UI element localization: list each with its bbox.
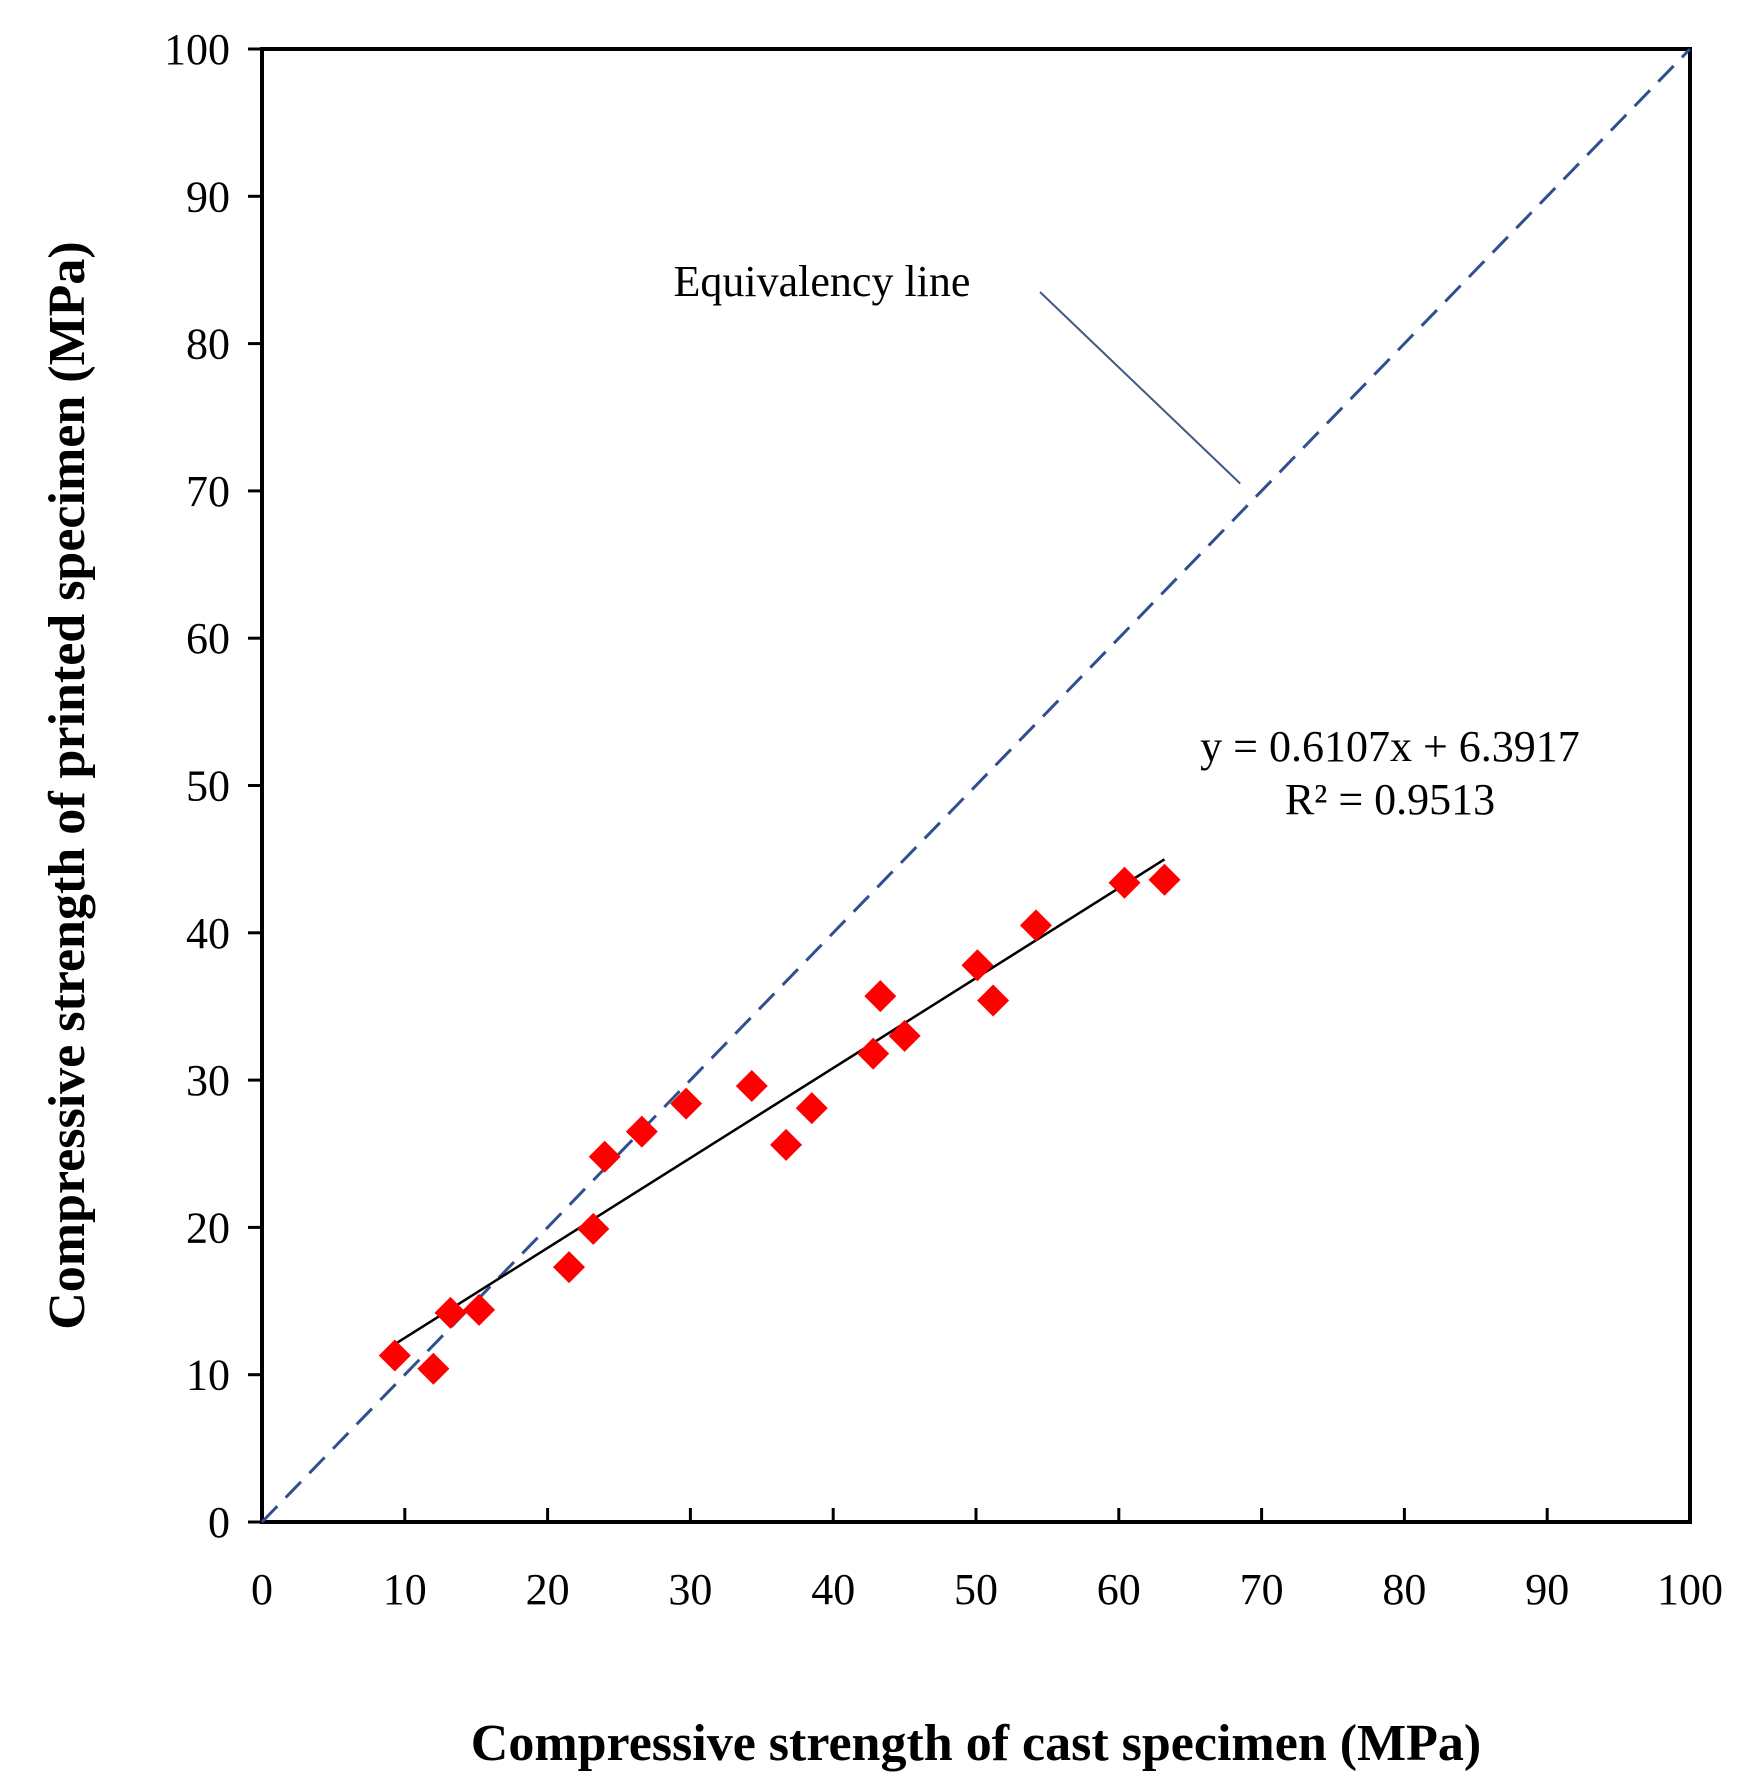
data-point bbox=[417, 1352, 450, 1385]
data-point bbox=[553, 1251, 586, 1284]
y-axis-tick-labels: 0 10 20 30 40 50 60 70 80 90 100 bbox=[164, 25, 230, 1547]
data-point bbox=[735, 1069, 768, 1102]
y-tick-label: 80 bbox=[186, 320, 230, 369]
y-axis-title: Compressive strength of printed specimen… bbox=[39, 241, 96, 1330]
data-point bbox=[670, 1087, 703, 1120]
data-point bbox=[770, 1128, 803, 1161]
data-point bbox=[795, 1092, 828, 1125]
y-tick-label: 90 bbox=[186, 172, 230, 221]
data-point bbox=[588, 1140, 621, 1173]
x-tick-label: 90 bbox=[1525, 1565, 1569, 1614]
x-tick-label: 30 bbox=[668, 1565, 712, 1614]
y-tick-label: 50 bbox=[186, 762, 230, 811]
x-tick-label: 50 bbox=[954, 1565, 998, 1614]
y-tick-label: 0 bbox=[208, 1498, 230, 1547]
y-tick-label: 60 bbox=[186, 614, 230, 663]
data-point bbox=[888, 1019, 921, 1052]
data-point bbox=[1148, 863, 1181, 896]
trendline-r-squared: R² = 0.9513 bbox=[1285, 775, 1495, 824]
data-point bbox=[577, 1212, 610, 1245]
data-point bbox=[434, 1296, 467, 1329]
x-tick-label: 20 bbox=[526, 1565, 570, 1614]
data-point bbox=[1019, 909, 1052, 942]
y-tick-label: 30 bbox=[186, 1056, 230, 1105]
y-tick-label: 10 bbox=[186, 1351, 230, 1400]
x-tick-label: 100 bbox=[1657, 1565, 1723, 1614]
data-point bbox=[1108, 866, 1141, 899]
y-tick-label: 70 bbox=[186, 467, 230, 516]
data-point bbox=[463, 1293, 496, 1326]
x-axis-title: Compressive strength of cast specimen (M… bbox=[471, 1715, 1481, 1772]
y-tick-label: 20 bbox=[186, 1203, 230, 1252]
x-axis-ticks bbox=[260, 1508, 1692, 1522]
data-points bbox=[378, 863, 1181, 1385]
data-point bbox=[857, 1037, 890, 1070]
data-point bbox=[864, 980, 897, 1013]
equivalency-line-label: Equivalency line bbox=[674, 257, 971, 306]
data-point bbox=[977, 984, 1010, 1017]
data-point bbox=[961, 949, 994, 982]
x-tick-label: 60 bbox=[1097, 1565, 1141, 1614]
x-tick-label: 10 bbox=[383, 1565, 427, 1614]
x-tick-label: 70 bbox=[1240, 1565, 1284, 1614]
equivalency-label-pointer bbox=[1039, 291, 1241, 485]
y-tick-label: 100 bbox=[164, 25, 230, 74]
x-tick-label: 0 bbox=[251, 1565, 273, 1614]
x-axis-tick-labels: 0 10 20 30 40 50 60 70 80 90 100 bbox=[251, 1565, 1723, 1614]
x-tick-label: 80 bbox=[1382, 1565, 1426, 1614]
x-tick-label: 40 bbox=[811, 1565, 855, 1614]
data-point bbox=[378, 1339, 411, 1372]
trendline-equation: y = 0.6107x + 6.3917 bbox=[1200, 722, 1580, 771]
y-tick-label: 40 bbox=[186, 909, 230, 958]
y-axis-ticks bbox=[248, 47, 262, 1524]
data-point bbox=[625, 1115, 658, 1148]
